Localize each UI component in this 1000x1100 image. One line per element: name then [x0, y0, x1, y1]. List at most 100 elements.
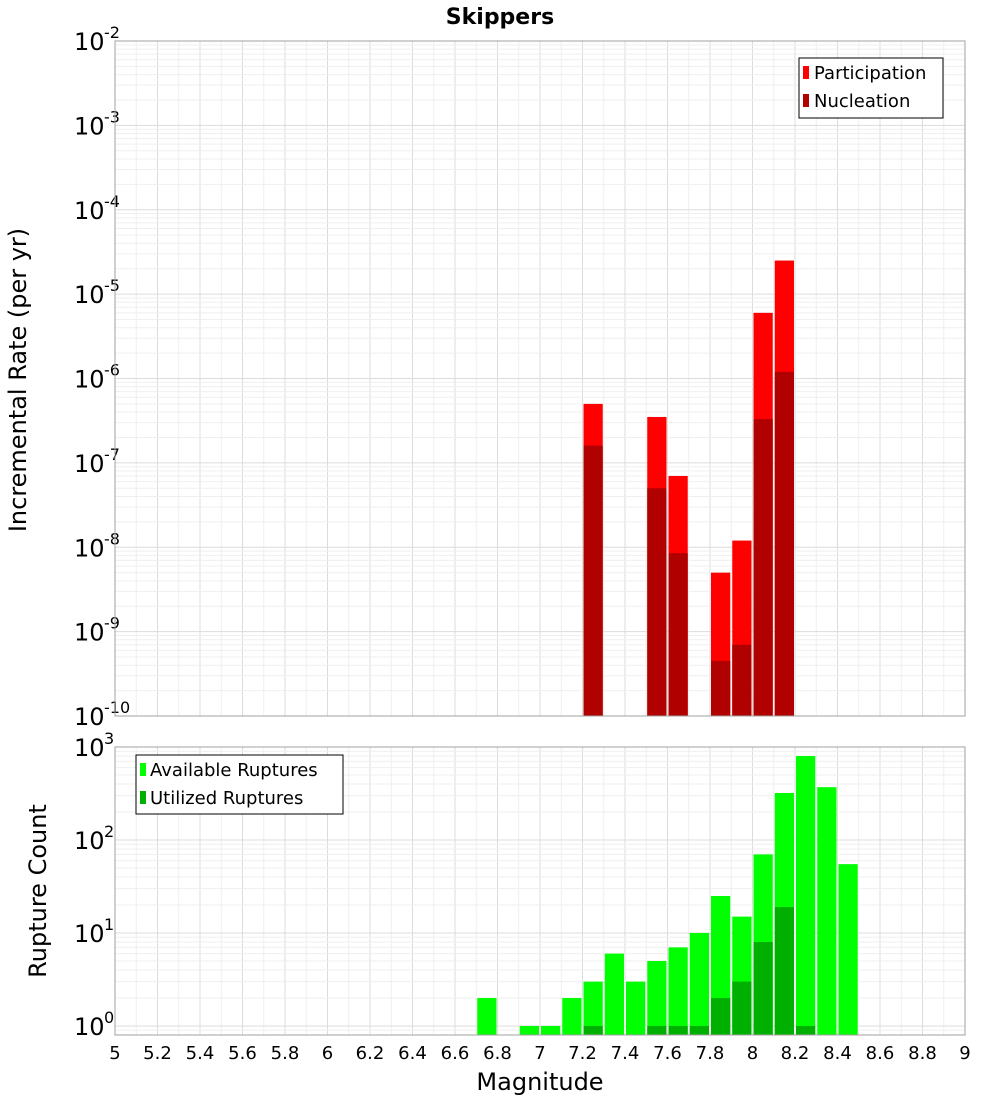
- count-primary-bar: [477, 997, 497, 1035]
- rate-legend: Participation Nucleation: [798, 57, 944, 119]
- y-tick-exponent: 3: [104, 729, 114, 748]
- count-secondary-bar: [796, 1025, 816, 1035]
- legend-label-available: Available Ruptures: [150, 760, 318, 781]
- y-tick-exponent: -2: [104, 23, 120, 42]
- chart-title: Skippers: [446, 5, 554, 30]
- x-tick-label: 7.8: [696, 1043, 725, 1064]
- y-tick-exponent: -4: [104, 192, 120, 211]
- rate-secondary-bar: [583, 445, 603, 716]
- x-tick-label: 8.4: [823, 1043, 852, 1064]
- rate-plot-border: [114, 40, 966, 717]
- y-tick-label: 10: [74, 1013, 105, 1041]
- count-secondary-bar: [774, 907, 794, 1035]
- y-tick-label: 10: [74, 534, 105, 562]
- y-tick-exponent: -5: [104, 276, 120, 295]
- count-secondary-bar: [732, 981, 752, 1035]
- count-primary-bar: [562, 997, 582, 1035]
- rate-secondary-bar: [732, 644, 752, 716]
- magnitude-x-ticks: 5 5.2 5.4 5.6 5.8 6 6.2 6.4 6.6 6.8 7 7.2 7.4 7.6 7.8 8…: [109, 1043, 970, 1064]
- legend-swatch-participation: [803, 66, 809, 79]
- count-secondary-bar: [689, 1025, 709, 1035]
- y-tick-label: 10: [74, 450, 105, 478]
- y-tick-exponent: -7: [104, 445, 120, 464]
- legend-swatch-utilized: [140, 791, 146, 804]
- x-axis-label: Magnitude: [476, 1068, 603, 1096]
- rate-y-axis-label: Incremental Rate (per yr): [4, 228, 32, 532]
- count-secondary-bar: [753, 942, 773, 1035]
- count-y-axis-label: Rupture Count: [24, 804, 52, 978]
- legend-label-utilized: Utilized Ruptures: [150, 788, 303, 809]
- y-tick-label: 10: [74, 827, 105, 855]
- x-tick-label: 6.6: [441, 1043, 470, 1064]
- count-secondary-bar: [583, 1025, 603, 1035]
- count-gridlines: [114, 746, 966, 1036]
- y-tick-label: 10: [74, 281, 105, 309]
- y-tick-exponent: -9: [104, 614, 120, 633]
- y-tick-exponent: -10: [104, 698, 130, 717]
- rate-y-ticks: 10-210-310-410-510-610-710-810-910-10: [74, 23, 130, 731]
- x-tick-label: 5.6: [228, 1043, 257, 1064]
- count-plot-border: [114, 746, 966, 1036]
- count-primary-bar: [604, 953, 624, 1035]
- x-tick-label: 6.2: [356, 1043, 385, 1064]
- y-tick-label: 10: [74, 197, 105, 225]
- x-tick-label: 9: [959, 1043, 970, 1064]
- count-primary-bar: [689, 932, 709, 1035]
- x-tick-label: 6.4: [398, 1043, 427, 1064]
- x-tick-label: 5.8: [271, 1043, 300, 1064]
- y-tick-exponent: -6: [104, 361, 120, 380]
- x-tick-label: 8.6: [866, 1043, 895, 1064]
- rate-secondary-bar: [774, 371, 794, 716]
- y-tick-label: 10: [74, 28, 105, 56]
- x-tick-label: 8.2: [781, 1043, 810, 1064]
- rate-secondary-bar: [647, 488, 667, 716]
- count-legend: Available Ruptures Utilized Ruptures: [135, 754, 344, 815]
- rate-gridlines: [114, 40, 966, 717]
- x-tick-label: 6: [322, 1043, 333, 1064]
- count-primary-bar: [541, 1025, 561, 1035]
- y-tick-label: 10: [74, 920, 105, 948]
- rate-bars: [583, 260, 794, 716]
- legend-label-nucleation: Nucleation: [814, 91, 910, 112]
- y-tick-exponent: 1: [104, 915, 114, 934]
- x-tick-label: 8.8: [908, 1043, 937, 1064]
- count-primary-bar: [838, 864, 858, 1035]
- legend-label-participation: Participation: [814, 63, 926, 84]
- count-secondary-bar: [711, 997, 731, 1035]
- y-tick-label: 10: [74, 703, 105, 731]
- y-tick-label: 10: [74, 366, 105, 394]
- y-tick-label: 10: [74, 619, 105, 647]
- x-tick-label: 6.8: [483, 1043, 512, 1064]
- rate-secondary-bar: [668, 553, 688, 716]
- count-primary-bar: [519, 1025, 539, 1035]
- y-tick-exponent: -3: [104, 107, 120, 126]
- rate-panel: 10-210-310-410-510-610-710-810-910-10 In…: [4, 23, 966, 731]
- legend-swatch-available: [140, 763, 146, 776]
- count-bars: [477, 756, 858, 1035]
- count-primary-bar: [647, 960, 667, 1035]
- count-secondary-bar: [647, 1025, 667, 1035]
- x-tick-label: 5.2: [143, 1043, 172, 1064]
- x-tick-label: 5.4: [186, 1043, 215, 1064]
- rate-secondary-bar: [753, 419, 773, 716]
- x-tick-label: 7: [534, 1043, 545, 1064]
- x-tick-label: 7.6: [653, 1043, 682, 1064]
- legend-swatch-nucleation: [803, 94, 809, 107]
- count-primary-bar: [626, 981, 646, 1035]
- rate-secondary-bar: [711, 660, 731, 716]
- count-primary-bar: [817, 787, 837, 1035]
- y-tick-label: 10: [74, 112, 105, 140]
- count-secondary-bar: [668, 1025, 688, 1035]
- count-primary-bar: [796, 756, 816, 1035]
- x-tick-label: 7.4: [611, 1043, 640, 1064]
- y-tick-exponent: 2: [104, 822, 114, 841]
- x-tick-label: 5: [109, 1043, 120, 1064]
- count-primary-bar: [583, 981, 603, 1035]
- x-tick-label: 8: [747, 1043, 758, 1064]
- count-primary-bar: [668, 947, 688, 1035]
- y-tick-exponent: 0: [104, 1008, 114, 1027]
- y-tick-label: 10: [74, 734, 105, 762]
